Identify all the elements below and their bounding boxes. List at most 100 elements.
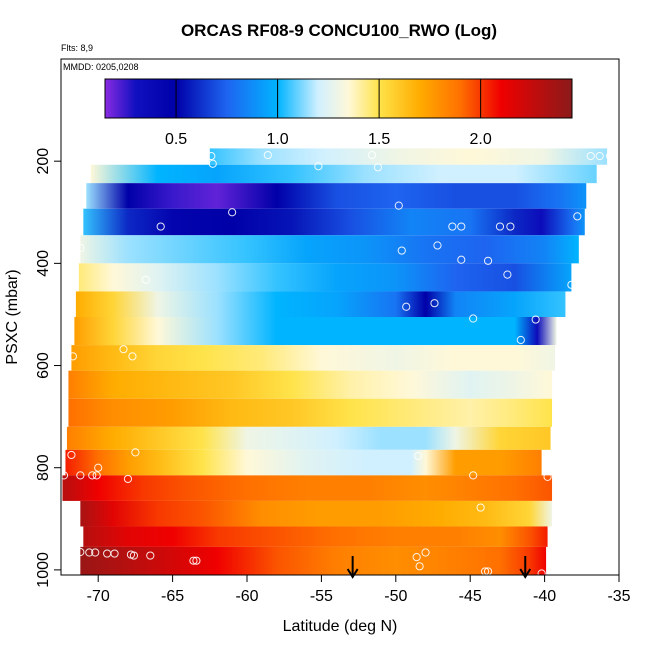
- heatmap-band: [68, 398, 553, 427]
- observation-markers: [61, 150, 615, 575]
- observation-marker: [476, 503, 485, 512]
- heatmap-band: [80, 500, 553, 527]
- x-axis-label: Latitude (deg N): [283, 618, 398, 635]
- observation-marker: [373, 163, 383, 172]
- observation-marker: [483, 256, 493, 265]
- x-tick-label: -45: [459, 588, 482, 605]
- colorbar-gradient: [104, 78, 573, 119]
- y-axis: 200 400 600 800 1000: [35, 148, 61, 588]
- observation-marker: [483, 567, 493, 575]
- observation-marker: [94, 463, 103, 472]
- observation-marker: [119, 345, 128, 354]
- observation-marker: [414, 451, 423, 461]
- heatmap-band: [209, 148, 608, 165]
- observation-marker: [495, 222, 505, 231]
- observation-marker: [469, 314, 478, 323]
- y-tick-label: 600: [35, 352, 52, 379]
- observation-marker: [586, 151, 595, 161]
- colorbar-tick-label: 1.0: [266, 131, 288, 148]
- observation-marker: [421, 548, 430, 557]
- observation-marker: [228, 208, 237, 217]
- x-tick-label: -60: [235, 588, 258, 605]
- observation-marker: [567, 280, 576, 289]
- heatmap-bands: [62, 148, 608, 575]
- observation-marker: [192, 556, 201, 565]
- observation-marker: [61, 471, 69, 480]
- observation-marker: [595, 151, 604, 161]
- flight-arrow: [346, 556, 359, 579]
- observation-marker: [71, 546, 80, 555]
- observation-marker: [263, 150, 272, 160]
- observation-marker: [207, 151, 216, 161]
- y-tick-label: 200: [35, 148, 52, 175]
- x-tick-label: -50: [384, 588, 407, 605]
- x-tick-label: -40: [533, 588, 556, 605]
- x-tick-label: -70: [87, 588, 110, 605]
- observation-marker: [397, 246, 406, 255]
- observation-marker: [76, 243, 85, 253]
- observation-marker: [605, 151, 615, 161]
- y-tick-label: 800: [35, 454, 52, 481]
- observation-marker: [531, 315, 540, 324]
- observation-marker: [537, 569, 546, 575]
- heatmap-band: [90, 164, 597, 184]
- observation-marker: [430, 299, 439, 308]
- observation-marker: [110, 549, 119, 558]
- observation-marker: [457, 255, 466, 264]
- y-axis-label: PSXC (mbar): [4, 269, 21, 364]
- observation-marker: [570, 352, 579, 361]
- heatmap-band: [66, 426, 551, 450]
- observation-marker: [79, 169, 88, 179]
- observation-marker: [314, 162, 323, 171]
- observation-marker: [88, 471, 97, 480]
- colorbar: 0.5 1.0 1.5 2.0: [104, 78, 573, 148]
- colorbar-ticks: 0.5 1.0 1.5 2.0: [165, 79, 492, 148]
- observation-marker: [92, 471, 101, 480]
- x-tick-label: -35: [607, 588, 630, 605]
- heatmap-band: [86, 183, 587, 209]
- x-tick-label: -65: [161, 588, 184, 605]
- heatmap-band: [78, 263, 572, 292]
- chart-title: ORCAS RF08-9 CONCU100_RWO (Log): [181, 21, 497, 40]
- y-tick-label: 1000: [35, 552, 52, 588]
- colorbar-tick-label: 1.5: [368, 131, 390, 148]
- heatmap-band: [62, 475, 553, 501]
- observation-marker: [189, 556, 198, 565]
- observation-marker: [68, 352, 78, 361]
- observation-marker: [394, 201, 403, 210]
- observation-marker: [415, 562, 424, 571]
- colorbar-tick-label: 0.5: [165, 131, 187, 148]
- heatmap-band: [74, 317, 557, 346]
- heatmap-band: [65, 449, 542, 476]
- observation-marker: [146, 551, 155, 560]
- x-tick-label: -55: [310, 588, 333, 605]
- heatmap-band: [80, 546, 547, 575]
- observation-marker: [469, 471, 478, 480]
- heatmap-band: [83, 526, 548, 547]
- observation-marker: [503, 270, 512, 279]
- observation-marker: [367, 150, 377, 160]
- y-tick-label: 400: [35, 250, 52, 277]
- observation-marker: [91, 548, 100, 557]
- flight-arrow: [519, 556, 532, 579]
- date-label: MMDD: 0205,0208: [63, 62, 139, 72]
- observation-marker: [433, 241, 442, 250]
- heatmap-band: [68, 370, 553, 399]
- observation-marker: [457, 222, 466, 231]
- x-axis: -70 -65 -60 -55 -50 -45 -40 -35: [87, 575, 631, 605]
- observation-marker: [128, 352, 137, 361]
- heatmap-band: [83, 208, 585, 236]
- observation-marker: [123, 474, 133, 484]
- colorbar-tick-label: 2.0: [470, 131, 492, 148]
- observation-marker: [412, 553, 421, 562]
- heatmap-band: [75, 291, 566, 317]
- observation-marker: [573, 212, 582, 221]
- flight-arrows: [346, 556, 532, 579]
- observation-marker: [448, 222, 457, 231]
- observation-marker: [402, 302, 411, 311]
- plot-frame: [60, 58, 620, 576]
- observation-marker: [480, 567, 490, 575]
- observation-marker: [85, 548, 94, 557]
- observation-marker: [76, 547, 85, 557]
